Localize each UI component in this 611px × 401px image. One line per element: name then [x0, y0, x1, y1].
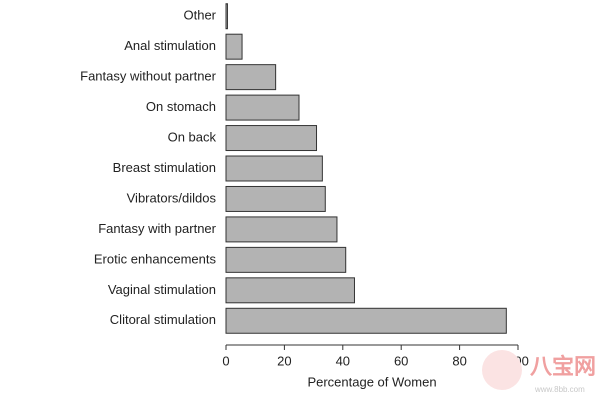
bar: [225, 307, 507, 334]
y-tick-label: Vibrators/dildos: [127, 190, 217, 205]
x-tick-label: 60: [394, 353, 408, 368]
bar: [225, 277, 355, 304]
y-tick-label: Vaginal stimulation: [108, 282, 216, 297]
bar: [225, 155, 323, 182]
y-tick-label: Anal stimulation: [124, 38, 216, 53]
y-tick-label: On stomach: [146, 99, 216, 114]
bar: [225, 3, 228, 30]
x-axis-label: Percentage of Women: [307, 374, 436, 389]
bar: [225, 216, 338, 243]
watermark-logo: [482, 350, 522, 390]
x-tick-label: 0: [222, 353, 229, 368]
bar: [225, 64, 277, 91]
watermark: 八宝网: [530, 354, 596, 379]
y-tick-label: On back: [168, 129, 217, 144]
x-tick-label: 20: [277, 353, 291, 368]
x-tick-label: 40: [336, 353, 350, 368]
y-tick-label: Clitoral stimulation: [110, 312, 216, 327]
bar: [225, 246, 347, 273]
y-tick-label: Erotic enhancements: [94, 251, 217, 266]
y-tick-label: Fantasy with partner: [98, 221, 216, 236]
y-tick-label: Other: [183, 8, 216, 23]
bar: [225, 185, 326, 212]
y-tick-label: Breast stimulation: [113, 160, 216, 175]
bar: [225, 125, 318, 152]
bar: [225, 33, 243, 60]
y-tick-label: Fantasy without partner: [80, 69, 217, 84]
watermark-url: www.8bb.com: [534, 385, 585, 394]
bar: [225, 94, 300, 121]
x-tick-label: 80: [452, 353, 466, 368]
